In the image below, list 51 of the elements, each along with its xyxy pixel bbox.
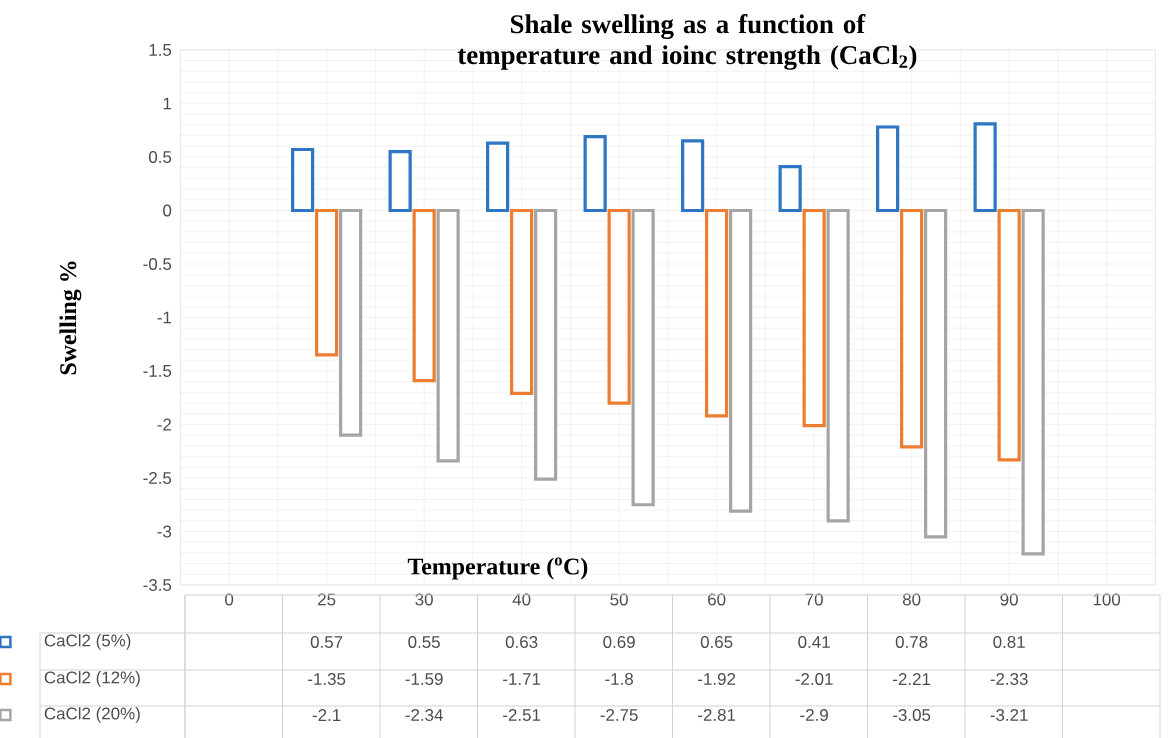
- data-label: 0.65: [700, 635, 733, 648]
- data-label: -1.92: [698, 672, 736, 685]
- x-tick-label: 0: [225, 593, 234, 606]
- data-label: -2.1: [312, 709, 341, 721]
- x-tick-label: 90: [1000, 593, 1018, 606]
- x-axis-title: Temperature ($^{o}$C): [407, 557, 588, 580]
- data-label: -1.71: [503, 673, 541, 685]
- chart-title: Shale swelling as a function of temperature and ioinc strength (CaCl$_{2}$): [457, 14, 917, 70]
- data-label: -3.05: [893, 708, 931, 721]
- y-tick-label: -3.5: [143, 578, 172, 591]
- x-tick-label: 70: [805, 593, 823, 606]
- y-tick-label: 0.5: [148, 150, 172, 163]
- y-tick-label: 0: [163, 204, 172, 217]
- data-label: -2.9: [800, 708, 828, 721]
- data-label: 0.41: [798, 635, 830, 648]
- data-label: -2.81: [698, 708, 736, 721]
- data-label: -1.8: [605, 672, 633, 685]
- y-tick-label: -2.5: [143, 471, 172, 484]
- data-label: -2.34: [405, 708, 443, 721]
- legend-label: CaCl2 (5%): [44, 634, 131, 650]
- y-tick-label: -0.5: [143, 257, 172, 270]
- y-axis-title: Swelling %: [59, 261, 82, 375]
- data-label: -2.51: [503, 708, 541, 721]
- data-label: -3.21: [990, 708, 1028, 721]
- legend-label: CaCl2 (20%): [44, 707, 140, 723]
- data-label: -2.21: [893, 673, 931, 685]
- x-tick-label: 50: [610, 593, 628, 606]
- data-label: 0.63: [505, 635, 538, 648]
- y-tick-label: -1: [157, 311, 172, 324]
- legend-label: CaCl2 (12%): [44, 671, 140, 687]
- data-label: 0.57: [310, 635, 343, 648]
- x-tick-label: 30: [415, 593, 433, 606]
- y-tick-label: 1.5: [149, 44, 172, 56]
- data-label: -2.75: [600, 708, 638, 721]
- x-tick-label: 60: [708, 593, 726, 606]
- x-tick-label: 40: [512, 593, 531, 606]
- data-label: -2.33: [990, 672, 1028, 685]
- data-label: -1.59: [405, 672, 443, 685]
- data-label: 0.69: [603, 635, 635, 648]
- data-label: 0.78: [895, 635, 928, 648]
- data-label: -1.35: [308, 672, 346, 685]
- x-tick-label: 25: [318, 593, 336, 606]
- y-tick-label: -3: [157, 525, 172, 538]
- x-tick-label: 80: [902, 593, 921, 606]
- y-tick-label: -1.5: [143, 365, 172, 377]
- data-label: 0.81: [993, 635, 1025, 648]
- data-label: -2.01: [795, 672, 833, 685]
- x-tick-label: 100: [1093, 593, 1121, 606]
- data-label: 0.55: [408, 635, 440, 648]
- y-tick-label: -2: [157, 418, 172, 431]
- y-tick-label: 1: [163, 97, 172, 110]
